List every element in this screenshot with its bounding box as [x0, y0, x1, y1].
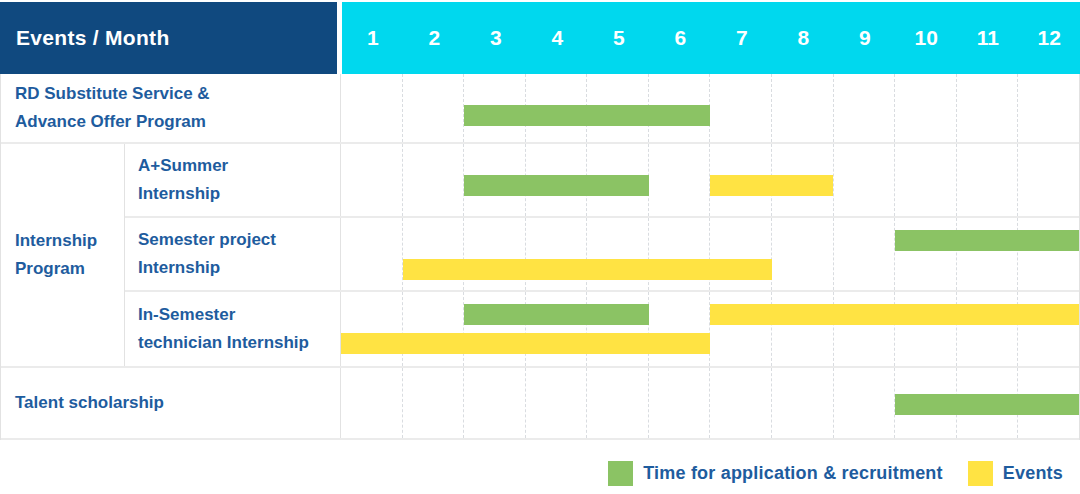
table-row: In-Semester technician Internship	[125, 292, 1079, 366]
month-column	[833, 368, 895, 438]
month-header-4: 4	[527, 2, 589, 74]
gantt-page: Events / Month 1 2 3 4 5 6 7 8 9 10 11 1…	[0, 0, 1080, 494]
month-column	[956, 74, 1018, 142]
month-column	[341, 144, 402, 216]
month-column	[1017, 144, 1079, 216]
gantt-bar-recruitment	[464, 105, 710, 126]
month-column	[1017, 218, 1079, 290]
month-column	[771, 74, 833, 142]
month-column	[894, 218, 956, 290]
group-label-line: Internship	[15, 227, 124, 255]
month-column	[402, 144, 464, 216]
month-column	[648, 368, 710, 438]
row-label-rd-substitute-service: RD Substitute Service & Advance Offer Pr…	[1, 74, 341, 142]
header-corner-label: Events / Month	[16, 26, 170, 50]
table-row: Talent scholarship	[1, 368, 1079, 440]
month-column	[956, 144, 1018, 216]
timeline-semester-project-internship	[341, 218, 1079, 290]
month-column	[833, 218, 895, 290]
table-row-group-internship-program: Internship Program A+Summer Internship S…	[1, 144, 1079, 368]
row-label-in-semester-technician-internship: In-Semester technician Internship	[125, 292, 341, 366]
row-label-line: Internship	[138, 254, 340, 282]
month-column	[894, 144, 956, 216]
month-column	[956, 218, 1018, 290]
month-column	[648, 292, 710, 366]
row-label-a-plus-summer-internship: A+Summer Internship	[125, 144, 341, 216]
events-month-table: Events / Month 1 2 3 4 5 6 7 8 9 10 11 1…	[0, 2, 1080, 440]
month-column	[341, 368, 402, 438]
row-label-line: RD Substitute Service &	[15, 80, 340, 108]
gantt-bar-recruitment	[895, 394, 1080, 415]
month-column	[463, 368, 525, 438]
month-column	[402, 74, 464, 142]
row-label-semester-project-internship: Semester project Internship	[125, 218, 341, 290]
month-header-8: 8	[773, 2, 835, 74]
month-column	[771, 218, 833, 290]
header-corner: Events / Month	[0, 2, 337, 74]
month-header-11: 11	[957, 2, 1019, 74]
table-row: RD Substitute Service & Advance Offer Pr…	[1, 74, 1079, 144]
legend-swatch-recruitment-icon	[608, 461, 633, 486]
month-header-row: 1 2 3 4 5 6 7 8 9 10 11 12	[342, 2, 1080, 74]
month-header-2: 2	[404, 2, 466, 74]
timeline-in-semester-technician-internship	[341, 292, 1079, 366]
table-body: RD Substitute Service & Advance Offer Pr…	[0, 74, 1080, 440]
month-column	[341, 218, 402, 290]
group-label-internship-program: Internship Program	[1, 144, 125, 366]
month-header-1: 1	[342, 2, 404, 74]
month-column	[648, 144, 710, 216]
month-column	[771, 368, 833, 438]
gantt-bar-recruitment	[464, 304, 649, 325]
month-header-5: 5	[588, 2, 650, 74]
legend-label-recruitment: Time for application & recruitment	[643, 463, 943, 484]
month-column	[402, 292, 464, 366]
month-column	[341, 74, 402, 142]
row-label-line: In-Semester	[138, 301, 340, 329]
legend: Time for application & recruitment Event…	[608, 461, 1063, 486]
month-header-9: 9	[834, 2, 896, 74]
row-label-line: A+Summer	[138, 152, 340, 180]
month-column	[525, 368, 587, 438]
gantt-bar-recruitment	[895, 230, 1080, 251]
group-label-line: Program	[15, 255, 124, 283]
gantt-bar-event	[710, 175, 833, 196]
timeline-talent-scholarship	[341, 368, 1079, 438]
table-row: Semester project Internship	[125, 218, 1079, 292]
month-header-10: 10	[896, 2, 958, 74]
gantt-bar-recruitment	[464, 175, 649, 196]
group-subrows: A+Summer Internship Semester project Int…	[125, 144, 1079, 366]
row-label-line: technician Internship	[138, 329, 340, 357]
row-label-talent-scholarship: Talent scholarship	[1, 368, 341, 438]
month-header-7: 7	[711, 2, 773, 74]
legend-item-recruitment: Time for application & recruitment	[608, 461, 943, 486]
row-label-line: Advance Offer Program	[15, 108, 340, 136]
month-column	[709, 368, 771, 438]
timeline-rd-substitute-service	[341, 74, 1079, 142]
month-column	[894, 74, 956, 142]
month-column	[586, 368, 648, 438]
table-header: Events / Month 1 2 3 4 5 6 7 8 9 10 11 1…	[0, 2, 1080, 74]
month-column	[709, 74, 771, 142]
legend-swatch-events-icon	[968, 461, 993, 486]
row-label-line: Internship	[138, 180, 340, 208]
table-row: A+Summer Internship	[125, 144, 1079, 218]
legend-label-events: Events	[1003, 463, 1063, 484]
row-label-line: Talent scholarship	[15, 389, 340, 417]
month-column	[341, 292, 402, 366]
month-column	[1017, 74, 1079, 142]
gantt-bar-event	[710, 304, 1079, 325]
row-label-line: Semester project	[138, 226, 340, 254]
month-column	[833, 144, 895, 216]
month-column	[402, 368, 464, 438]
gantt-bar-event	[403, 259, 772, 280]
legend-item-events: Events	[968, 461, 1063, 486]
month-column	[833, 74, 895, 142]
month-header-3: 3	[465, 2, 527, 74]
timeline-a-plus-summer-internship	[341, 144, 1079, 216]
gantt-bar-event	[341, 333, 710, 354]
month-header-12: 12	[1019, 2, 1080, 74]
month-header-6: 6	[650, 2, 712, 74]
